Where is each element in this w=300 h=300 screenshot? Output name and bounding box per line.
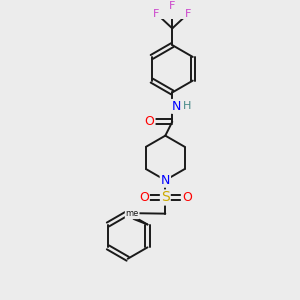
Text: H: H — [183, 101, 191, 111]
Text: F: F — [153, 9, 160, 19]
Text: S: S — [161, 190, 170, 205]
Text: N: N — [172, 100, 181, 113]
Text: O: O — [182, 191, 192, 204]
Text: O: O — [139, 191, 149, 204]
Text: O: O — [145, 115, 154, 128]
Text: F: F — [185, 9, 191, 19]
Text: me: me — [125, 209, 139, 218]
Text: F: F — [169, 1, 176, 10]
Text: N: N — [160, 174, 170, 187]
